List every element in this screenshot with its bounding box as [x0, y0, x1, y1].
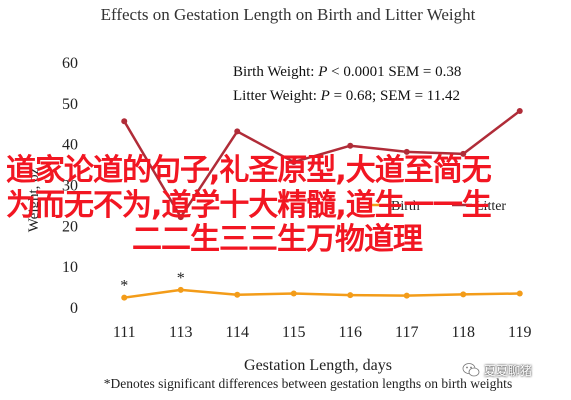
stats-litter-p: P: [320, 88, 330, 104]
data-point-litter: [516, 108, 523, 114]
stats-birth-rest: < 0.0001 SEM = 0.38: [327, 64, 461, 80]
data-point-litter: [460, 150, 467, 157]
data-point-litter: [177, 214, 184, 221]
y-tick-label: 20: [62, 218, 78, 235]
x-tick-label: 116: [339, 324, 362, 341]
stats-litter-label: Litter Weight:: [233, 88, 321, 104]
y-tick-label: 10: [62, 259, 78, 276]
significance-marker: *: [120, 278, 128, 295]
y-tick-label: 60: [62, 55, 78, 72]
watermark: 夏夏聊猪: [462, 359, 562, 381]
watermark-label: 夏夏聊猪: [484, 363, 533, 378]
data-point-birth: [460, 291, 467, 298]
stats-annotation: Birth Weight: P < 0.0001 SEM = 0.38 Litt…: [233, 64, 461, 104]
y-axis-ticks: 0 10 20 30 40 50 60: [62, 55, 78, 317]
series-line-birth: [124, 288, 520, 299]
data-point-birth: [516, 290, 523, 297]
data-point-litter: [121, 118, 128, 125]
x-tick-label: 113: [169, 324, 192, 341]
data-point-litter: [347, 142, 354, 149]
stats-litter-weight: Litter Weight: P = 0.68; SEM = 11.42: [233, 88, 460, 104]
y-tick-label: 0: [70, 300, 78, 317]
series-layer: [121, 108, 523, 301]
stats-birth-label: Birth Weight:: [233, 64, 318, 80]
stats-birth-p: P: [317, 64, 327, 80]
data-point-birth: [347, 292, 354, 299]
y-tick-label: 40: [62, 137, 78, 154]
y-tick-label: 50: [62, 96, 78, 113]
footnote: *Denotes significant differences between…: [104, 376, 512, 391]
data-point-birth: [177, 286, 184, 293]
x-axis-label: Gestation Length, days: [244, 357, 392, 374]
x-tick-label: 118: [452, 324, 475, 341]
x-axis-ticks: 111 113 114 115 116 117 118 119: [113, 324, 532, 341]
x-tick-label: 114: [226, 324, 249, 341]
data-point-birth: [403, 292, 410, 299]
data-point-litter: [403, 148, 410, 155]
significance-marker: *: [177, 270, 185, 287]
legend: Birth Litter: [368, 199, 506, 214]
legend-litter-label: Litter: [475, 199, 506, 214]
data-point-litter: [290, 159, 297, 166]
y-axis-label: Weight, oz: [26, 167, 42, 232]
stats-birth-weight: Birth Weight: P < 0.0001 SEM = 0.38: [233, 64, 461, 80]
data-point-birth: [290, 290, 297, 297]
series-line-litter: [123, 110, 521, 219]
x-tick-label: 117: [395, 324, 418, 341]
x-tick-label: 119: [508, 324, 531, 341]
data-point-birth: [121, 294, 128, 301]
data-point-litter: [234, 128, 241, 135]
legend-birth-label: Birth: [391, 199, 420, 214]
x-tick-label: 111: [113, 324, 136, 341]
y-tick-label: 30: [62, 178, 78, 195]
x-tick-label: 115: [282, 324, 305, 341]
wechat-icon: [462, 363, 480, 377]
significance-markers: * *: [120, 270, 185, 295]
stats-litter-rest: = 0.68; SEM = 11.42: [330, 88, 460, 104]
chart-title: Effects on Gestation Length on Birth and…: [101, 5, 476, 24]
data-point-birth: [234, 291, 241, 298]
